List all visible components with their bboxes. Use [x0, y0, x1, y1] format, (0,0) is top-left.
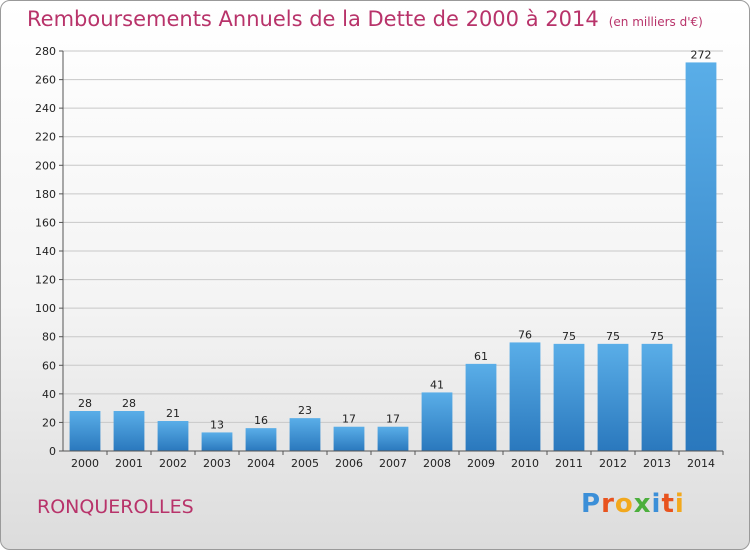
bar	[245, 428, 277, 451]
bar-value-label: 41	[430, 378, 444, 391]
bar	[69, 411, 101, 451]
y-tick-label: 200	[35, 159, 56, 172]
y-tick-label: 80	[42, 331, 56, 344]
bar-value-label: 272	[691, 48, 712, 61]
x-tick-label: 2001	[115, 457, 143, 470]
x-tick-label: 2009	[467, 457, 495, 470]
y-tick-label: 280	[35, 45, 56, 58]
y-tick-label: 160	[35, 216, 56, 229]
x-tick-label: 2002	[159, 457, 187, 470]
y-tick-label: 20	[42, 416, 56, 429]
bar	[333, 426, 365, 451]
bar	[113, 411, 145, 451]
y-tick-label: 220	[35, 131, 56, 144]
logo-letter: x	[633, 489, 652, 519]
x-tick-label: 2004	[247, 457, 275, 470]
bar-value-label: 28	[122, 397, 136, 410]
bar	[421, 392, 453, 451]
x-tick-label: 2010	[511, 457, 539, 470]
bar-value-label: 17	[342, 413, 356, 426]
x-tick-label: 2003	[203, 457, 231, 470]
bar	[465, 363, 497, 451]
bar-value-label: 61	[474, 350, 488, 363]
bar	[377, 426, 409, 451]
bar-value-label: 16	[254, 414, 268, 427]
logo-letter: r	[601, 489, 615, 519]
y-tick-label: 120	[35, 274, 56, 287]
chart-title: Remboursements Annuels de la Dette de 20…	[27, 7, 703, 31]
x-tick-label: 2005	[291, 457, 319, 470]
x-tick-label: 2014	[687, 457, 715, 470]
bar-value-label: 17	[386, 413, 400, 426]
y-tick-label: 240	[35, 102, 56, 115]
bar-value-label: 28	[78, 397, 92, 410]
bar-value-label: 75	[650, 330, 664, 343]
bar-value-label: 75	[562, 330, 576, 343]
x-tick-label: 2011	[555, 457, 583, 470]
x-tick-label: 2006	[335, 457, 363, 470]
x-tick-label: 2000	[71, 457, 99, 470]
y-tick-label: 140	[35, 245, 56, 258]
bar-value-label: 13	[210, 418, 224, 431]
x-tick-label: 2012	[599, 457, 627, 470]
bar-value-label: 21	[166, 407, 180, 420]
axes: 0 20 40 60 80 100 120 140 160 180 200 220 240 260 280 2…	[35, 45, 724, 470]
bar	[597, 343, 629, 451]
bar	[201, 432, 233, 451]
bar-value-label: 75	[606, 330, 620, 343]
logo-letter: i	[651, 489, 662, 519]
bar	[509, 342, 541, 451]
bar-value-label: 23	[298, 404, 312, 417]
commune-name: RONQUEROLLES	[37, 496, 194, 518]
bar-value-label: 76	[518, 328, 532, 341]
x-tick-label: 2008	[423, 457, 451, 470]
bar	[641, 343, 673, 451]
bar	[289, 418, 321, 451]
logo-letter: t	[661, 489, 675, 519]
bar	[553, 343, 585, 451]
y-tick-label: 100	[35, 302, 56, 315]
bar	[685, 62, 717, 452]
logo-letter: i	[674, 489, 685, 519]
unit-label: (en milliers d'€)	[608, 15, 703, 29]
y-tick-label: 260	[35, 74, 56, 87]
y-tick-label: 0	[49, 445, 56, 458]
y-tick-label: 180	[35, 188, 56, 201]
y-tick-label: 60	[42, 359, 56, 372]
bars	[69, 62, 717, 452]
x-tick-label: 2013	[643, 457, 671, 470]
bar	[157, 421, 189, 451]
title-text: Remboursements Annuels de la Dette de 20…	[27, 7, 599, 31]
proxiti-logo: Proxiti	[581, 489, 685, 519]
x-tick-label: 2007	[379, 457, 407, 470]
logo-letter: P	[581, 489, 602, 519]
logo-letter: o	[614, 489, 634, 519]
data-labels: 28 28 21 13 16 23 17 17 41 61 76 75 75 75 272	[78, 48, 712, 431]
y-tick-label: 40	[42, 388, 56, 401]
